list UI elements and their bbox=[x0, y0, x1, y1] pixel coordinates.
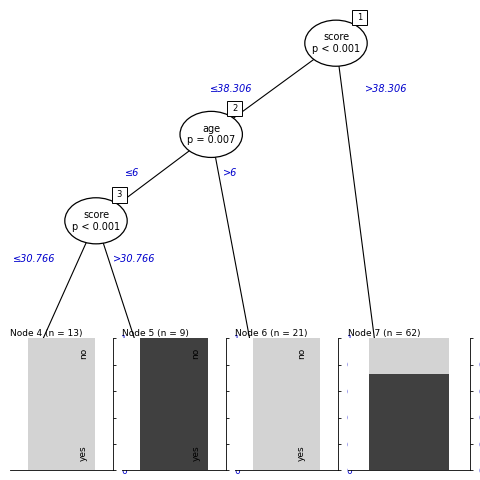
Text: >38.306: >38.306 bbox=[365, 84, 408, 94]
Bar bbox=[370, 374, 449, 470]
Text: 3: 3 bbox=[117, 191, 122, 199]
Text: Node 7 (n = 62): Node 7 (n = 62) bbox=[348, 329, 420, 337]
Text: >30.766: >30.766 bbox=[113, 254, 156, 264]
Ellipse shape bbox=[305, 20, 367, 66]
Text: yes: yes bbox=[79, 445, 88, 461]
Text: no: no bbox=[79, 348, 88, 359]
Ellipse shape bbox=[180, 111, 242, 157]
FancyBboxPatch shape bbox=[112, 187, 127, 203]
Text: Node 5 (n = 9): Node 5 (n = 9) bbox=[122, 329, 189, 337]
Text: ≤30.766: ≤30.766 bbox=[12, 254, 55, 264]
Text: ≤38.306: ≤38.306 bbox=[209, 84, 252, 94]
Bar bbox=[253, 338, 320, 470]
Text: 2: 2 bbox=[232, 104, 237, 113]
Text: score
p < 0.001: score p < 0.001 bbox=[72, 210, 120, 231]
Bar bbox=[141, 338, 207, 470]
Text: age
p = 0.007: age p = 0.007 bbox=[187, 124, 235, 145]
Text: yes: yes bbox=[192, 445, 201, 461]
Bar bbox=[370, 338, 449, 374]
Text: >6: >6 bbox=[223, 168, 238, 178]
Text: Node 6 (n = 21): Node 6 (n = 21) bbox=[235, 329, 308, 337]
Text: no: no bbox=[297, 348, 306, 359]
Text: Node 4 (n = 13): Node 4 (n = 13) bbox=[10, 329, 82, 337]
Text: no: no bbox=[192, 348, 201, 359]
Bar bbox=[28, 338, 95, 470]
Ellipse shape bbox=[65, 198, 127, 244]
FancyBboxPatch shape bbox=[352, 10, 367, 25]
Text: yes: yes bbox=[297, 445, 306, 461]
FancyBboxPatch shape bbox=[227, 101, 242, 116]
Text: ≤6: ≤6 bbox=[125, 168, 139, 178]
Text: score
p < 0.001: score p < 0.001 bbox=[312, 33, 360, 54]
Text: 1: 1 bbox=[357, 13, 362, 22]
Text: yiibai.com: yiibai.com bbox=[408, 460, 466, 470]
